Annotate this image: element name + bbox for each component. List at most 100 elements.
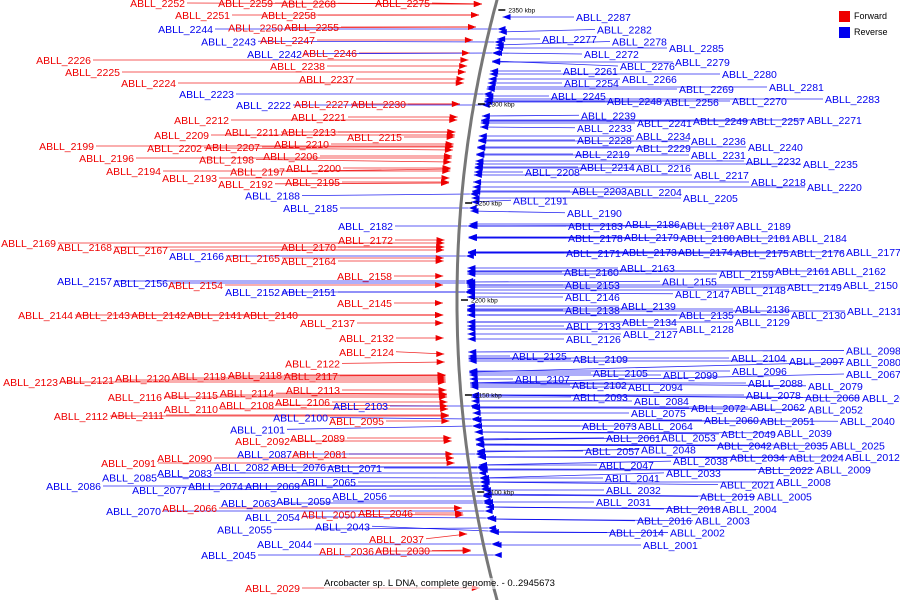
gene-label[interactable]: ABLL_2108 <box>219 400 274 412</box>
gene-label[interactable]: ABLL_2226 <box>36 55 91 67</box>
gene-label[interactable]: ABLL_2065 <box>301 477 356 489</box>
gene-label[interactable]: ABLL_2048 <box>641 444 696 456</box>
gene-label[interactable]: ABLL_2181 <box>736 233 791 245</box>
gene-label[interactable]: ABLL_2103 <box>333 401 388 413</box>
gene-label[interactable]: ABLL_2229 <box>636 143 691 155</box>
gene-label[interactable]: ABLL_2127 <box>623 329 678 341</box>
gene-label[interactable]: ABLL_2016 <box>637 516 692 528</box>
gene-label[interactable]: ABLL_2197 <box>230 166 285 178</box>
gene-label[interactable]: ABLL_2050 <box>301 509 356 521</box>
gene-label[interactable]: ABLL_2073 <box>582 421 637 433</box>
gene-label[interactable]: ABLL_2034 <box>730 453 785 465</box>
gene-label[interactable]: ABLL_2151 <box>281 287 336 299</box>
gene-label[interactable]: ABLL_2053 <box>661 433 716 445</box>
gene-label[interactable]: ABLL_2202 <box>147 143 202 155</box>
gene-label[interactable]: ABLL_2021 <box>720 480 775 492</box>
gene-label[interactable]: ABLL_2232 <box>746 156 801 168</box>
gene-label[interactable]: ABLL_2199 <box>39 141 94 153</box>
gene-label[interactable]: ABLL_2277 <box>542 34 597 46</box>
gene-label[interactable]: ABLL_2224 <box>121 78 176 90</box>
gene-label[interactable]: ABLL_2068 <box>805 393 860 405</box>
gene-label[interactable]: ABLL_2157 <box>57 276 112 288</box>
gene-label[interactable]: ABLL_2182 <box>338 221 393 233</box>
gene-label[interactable]: ABLL_2086 <box>46 481 101 493</box>
gene-label[interactable]: ABLL_2215 <box>347 132 402 144</box>
gene-label[interactable]: ABLL_2250 <box>228 23 283 35</box>
gene-label[interactable]: ABLL_2093 <box>573 392 628 404</box>
gene-label[interactable]: ABLL_2168 <box>57 242 112 254</box>
gene-label[interactable]: ABLL_2126 <box>566 334 621 346</box>
gene-label[interactable]: ABLL_2043 <box>315 521 370 533</box>
gene-label[interactable]: ABLL_2037 <box>369 534 424 546</box>
gene-label[interactable]: ABLL_2145 <box>337 298 392 310</box>
gene-label[interactable]: ABLL_2141 <box>187 310 242 322</box>
gene-label[interactable]: ABLL_2035 <box>773 441 828 453</box>
gene-label[interactable]: ABLL_2192 <box>218 179 273 191</box>
gene-label[interactable]: ABLL_2100 <box>273 413 328 425</box>
gene-label[interactable]: ABLL_2167 <box>113 245 168 257</box>
gene-label[interactable]: ABLL_2238 <box>270 61 325 73</box>
gene-label[interactable]: ABLL_2128 <box>679 324 734 336</box>
gene-label[interactable]: ABLL_2077 <box>132 485 187 497</box>
gene-label[interactable]: ABLL_2214 <box>580 162 635 174</box>
gene-label[interactable]: ABLL_2136 <box>735 304 790 316</box>
gene-label[interactable]: ABLL_2255 <box>284 22 339 34</box>
gene-label[interactable]: ABLL_2094 <box>628 382 683 394</box>
gene-label[interactable]: ABLL_2155 <box>662 276 717 288</box>
gene-label[interactable]: ABLL_2107 <box>515 374 570 386</box>
gene-label[interactable]: ABLL_2160 <box>564 267 619 279</box>
gene-label[interactable]: ABLL_2241 <box>637 118 692 130</box>
gene-label[interactable]: ABLL_2190 <box>567 208 622 220</box>
gene-label[interactable]: ABLL_2089 <box>290 433 345 445</box>
gene-label[interactable]: ABLL_2216 <box>636 163 691 175</box>
gene-label[interactable]: ABLL_2233 <box>577 123 632 135</box>
gene-label[interactable]: ABLL_2146 <box>565 292 620 304</box>
gene-label[interactable]: ABLL_2170 <box>281 242 336 254</box>
gene-label[interactable]: ABLL_2213 <box>281 127 336 139</box>
gene-label[interactable]: ABLL_2030 <box>375 546 430 558</box>
gene-label[interactable]: ABLL_2105 <box>593 368 648 380</box>
gene-label[interactable]: ABLL_2104 <box>731 353 786 365</box>
gene-label[interactable]: ABLL_2102 <box>572 380 627 392</box>
gene-label[interactable]: ABLL_2052 <box>808 404 863 416</box>
gene-label[interactable]: ABLL_2179 <box>624 232 679 244</box>
gene-label[interactable]: ABLL_2083 <box>157 468 212 480</box>
gene-label[interactable]: ABLL_2095 <box>329 416 384 428</box>
gene-label[interactable]: ABLL_2276 <box>620 61 675 73</box>
gene-label[interactable]: ABLL_2246 <box>302 48 357 60</box>
gene-label[interactable]: ABLL_2162 <box>831 266 886 278</box>
gene-label[interactable]: ABLL_2060 <box>704 415 759 427</box>
gene-label[interactable]: ABLL_2230 <box>351 99 406 111</box>
gene-label[interactable]: ABLL_2129 <box>735 317 790 329</box>
gene-label[interactable]: ABLL_2249 <box>693 116 748 128</box>
gene-label[interactable]: ABLL_2046 <box>358 508 413 520</box>
gene-label[interactable]: ABLL_2014 <box>609 528 664 540</box>
gene-label[interactable]: ABLL_2025 <box>830 440 885 452</box>
gene-label[interactable]: ABLL_2225 <box>65 67 120 79</box>
gene-label[interactable]: ABLL_2055 <box>217 524 272 536</box>
gene-label[interactable]: ABLL_2270 <box>732 96 787 108</box>
gene-label[interactable]: ABLL_2118 <box>228 370 282 382</box>
gene-label[interactable]: ABLL_2138 <box>565 305 620 317</box>
gene-label[interactable]: ABLL_2188 <box>245 191 300 203</box>
gene-label[interactable]: ABLL_2119 <box>172 371 226 383</box>
gene-label[interactable]: ABLL_2090 <box>157 453 212 465</box>
gene-label[interactable]: ABLL_2088 <box>748 378 803 390</box>
gene-label[interactable]: ABLL_2101 <box>230 424 285 436</box>
gene-label[interactable]: ABLL_2178 <box>568 233 623 245</box>
gene-label[interactable]: ABLL_2204 <box>627 187 682 199</box>
gene-label[interactable]: ABLL_2117 <box>284 371 338 383</box>
gene-label[interactable]: ABLL_2140 <box>243 310 298 322</box>
gene-label[interactable]: ABLL_2236 <box>691 136 746 148</box>
gene-label[interactable]: ABLL_2124 <box>339 347 394 359</box>
gene-label[interactable]: ABLL_2189 <box>736 221 791 233</box>
gene-label[interactable]: ABLL_2206 <box>263 151 318 163</box>
gene-label[interactable]: ABLL_2080 <box>846 357 900 369</box>
gene-label[interactable]: ABLL_2176 <box>790 248 845 260</box>
gene-label[interactable]: ABLL_2234 <box>636 131 691 143</box>
gene-label[interactable]: ABLL_2081 <box>292 449 347 461</box>
gene-label[interactable]: ABLL_2091 <box>101 458 156 470</box>
gene-label[interactable]: ABLL_2153 <box>565 280 620 292</box>
gene-label[interactable]: ABLL_2057 <box>585 446 640 458</box>
gene-label[interactable]: ABLL_2191 <box>513 195 568 207</box>
